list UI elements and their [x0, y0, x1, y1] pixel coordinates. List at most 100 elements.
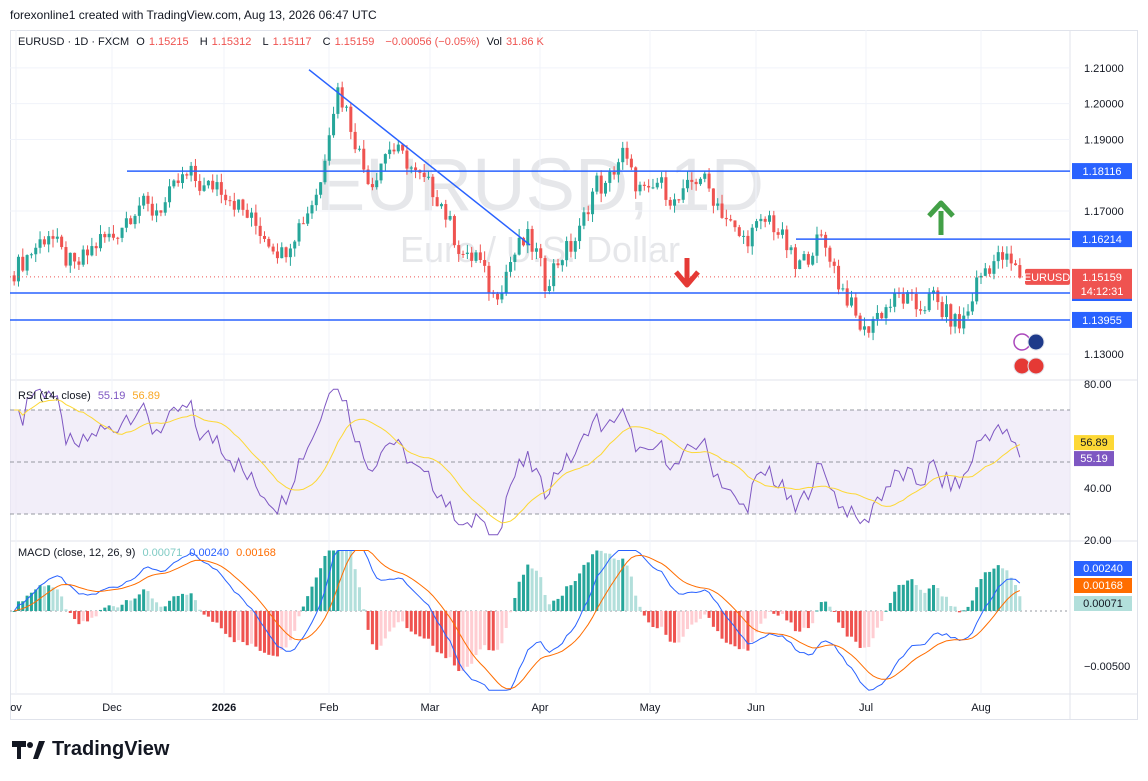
macd-hist-bar: [880, 611, 884, 622]
candle-body: [405, 150, 409, 169]
candle-body: [254, 212, 258, 226]
macd-hist-bar: [293, 611, 297, 631]
candle-body: [759, 218, 763, 222]
price-legend: EURUSD · 1D · FXCM O 1.15215 H 1.15312 L 1.…: [18, 36, 544, 48]
candle-body: [547, 286, 551, 291]
macd-hist-bar: [267, 611, 271, 655]
candle-body: [884, 307, 888, 319]
macd-hist-bar: [297, 611, 301, 617]
macd-hist-bar: [867, 611, 871, 648]
candle-body: [733, 220, 737, 228]
candle-body: [867, 326, 871, 333]
macd-hist-bar: [595, 550, 599, 611]
macd-hist-bar: [150, 598, 154, 611]
candle-body: [250, 212, 254, 218]
countdown-label: 14:12:31: [1081, 286, 1124, 298]
candle-body: [1001, 252, 1005, 260]
macd-hist-bar: [767, 611, 772, 612]
candle-body: [673, 199, 677, 206]
macd-hist-bar: [521, 574, 525, 611]
macd-legend: MACD (close, 12, 26, 9) 0.00071 0.00240 …: [18, 547, 280, 559]
macd-hist-bar: [806, 611, 810, 629]
macd-hist-bar: [439, 611, 443, 654]
macd-hist-bar: [1005, 570, 1009, 611]
candle-body: [60, 236, 64, 248]
macd-hist-bar: [323, 555, 327, 611]
candle-body: [862, 326, 866, 330]
macd-hist-bar: [29, 592, 33, 611]
macd-hist-bar: [301, 606, 305, 611]
candle-body: [504, 271, 508, 293]
candle-body: [336, 87, 340, 114]
macd-hist-bar: [526, 564, 530, 611]
candle-body: [392, 149, 396, 152]
candle-body: [854, 297, 858, 316]
macd-hist-bar: [759, 611, 763, 624]
candle-body: [427, 176, 431, 178]
macd-hist-bar: [651, 611, 655, 627]
macd-hist-bar: [470, 611, 474, 664]
candle-body: [206, 180, 210, 186]
candle-body: [98, 234, 102, 249]
macd-hist-bar: [90, 611, 94, 618]
macd-hist-bar: [789, 611, 793, 623]
candle-body: [68, 252, 72, 266]
macd-hist-bar: [228, 611, 232, 638]
macd-hist-bar: [776, 611, 780, 616]
macd-hist-bar: [155, 602, 159, 611]
macd-hist-bar: [388, 611, 392, 632]
down-arrow-icon: [674, 258, 700, 288]
candle-body: [474, 252, 478, 261]
candle-body: [647, 185, 651, 188]
candle-body: [137, 205, 141, 216]
macd-hist-bar: [837, 611, 841, 623]
macd-hist-bar: [647, 611, 651, 623]
candle-body: [919, 309, 923, 311]
candle-body: [150, 203, 154, 216]
macd-hist-bar: [107, 605, 111, 611]
candle-body: [103, 234, 107, 238]
candle-body: [957, 314, 961, 329]
macd-hist-bar: [603, 553, 607, 611]
candle-body: [582, 212, 586, 226]
candle-body: [832, 261, 836, 266]
macd-hist-bar: [193, 600, 197, 611]
candle-body: [180, 174, 185, 184]
macd-hist-bar: [914, 585, 918, 611]
macd-hist-bar: [357, 587, 361, 611]
candle-body: [116, 237, 120, 239]
macd-hist-bar: [487, 611, 491, 651]
candle-body: [707, 173, 711, 189]
macd-hist-bar: [232, 611, 236, 643]
macd-hist-bar: [327, 550, 331, 611]
candle-body: [366, 169, 370, 185]
candle-body: [388, 149, 392, 155]
candle-body: [677, 199, 681, 201]
macd-hist-bar: [422, 611, 426, 639]
candle-body: [107, 233, 111, 238]
candle-body: [271, 246, 275, 252]
candle-body: [776, 232, 780, 235]
candle-body: [16, 256, 20, 282]
macd-hist-bar: [366, 611, 370, 630]
macd-hist-bar: [47, 585, 51, 611]
macd-legend-macd: 0.00240: [189, 547, 230, 559]
candle-body: [806, 254, 810, 265]
macd-hist-bar: [949, 606, 953, 611]
candle-body: [185, 174, 189, 176]
macd-hist-bar: [81, 611, 85, 622]
macd-value-tag: [1074, 578, 1132, 593]
macd-signal-line: [14, 550, 1021, 690]
candle-body: [599, 175, 603, 194]
candle-body: [258, 225, 262, 236]
macd-legend-label: MACD (close, 12, 26, 9): [18, 547, 136, 559]
candle-body: [556, 263, 560, 266]
candle-body: [409, 167, 413, 169]
macd-hist-bar: [673, 611, 677, 643]
candle-body: [38, 239, 42, 248]
candle-body: [228, 200, 232, 202]
macd-hist-bar: [353, 569, 357, 611]
candle-body: [772, 215, 776, 233]
macd-hist-bar: [55, 589, 59, 611]
